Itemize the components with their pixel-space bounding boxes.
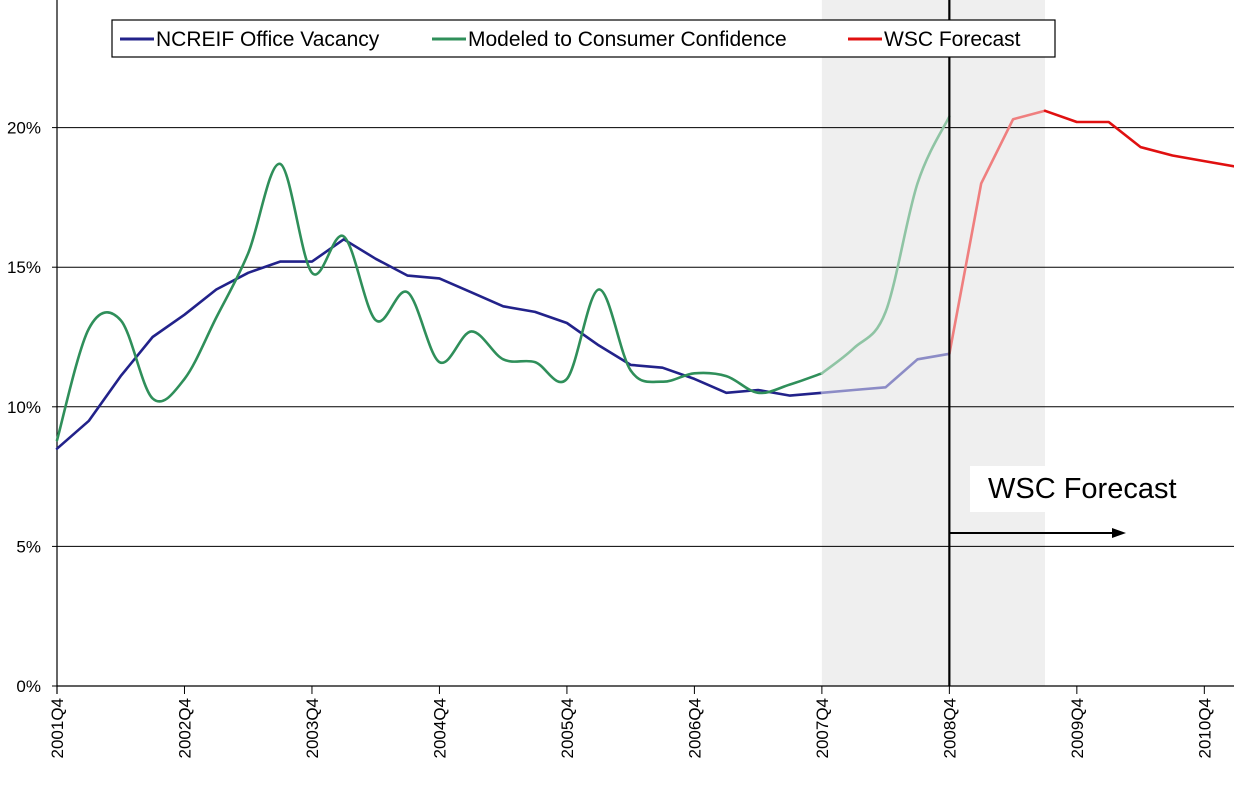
- annotation-box: [970, 466, 1210, 512]
- gridline-layer: [57, 127, 1234, 547]
- x-tick-label: 2010Q4: [1195, 698, 1214, 759]
- x-tick-label: 2008Q4: [940, 698, 959, 759]
- series-line-ncreif-office-vacancy: [55, 238, 824, 450]
- series-line-modeled-to-consumer-confidence-recent: [820, 115, 951, 375]
- shaded-region: [821, 0, 1045, 686]
- x-tick-label: 2005Q4: [558, 698, 577, 759]
- x-tick-label: 2001Q4: [48, 698, 67, 759]
- x-tick-label: 2003Q4: [303, 698, 322, 759]
- y-tick-label: 0%: [16, 677, 41, 696]
- y-tick-label: 10%: [7, 398, 41, 417]
- x-tick-label: 2002Q4: [175, 698, 194, 759]
- legend-label: WSC Forecast: [884, 28, 1021, 51]
- series-layer: [55, 109, 1234, 450]
- annotation-text: WSC Forecast: [988, 473, 1177, 505]
- series-line-modeled-to-consumer-confidence: [55, 162, 824, 442]
- arrow-right-icon: [1112, 528, 1126, 538]
- legend-label: NCREIF Office Vacancy: [156, 28, 380, 51]
- legend: NCREIF Office Vacancy Modeled to Consumer…: [111, 19, 1056, 58]
- x-tick-label: 2009Q4: [1068, 698, 1087, 759]
- legend-label: Modeled to Consumer Confidence: [468, 28, 787, 51]
- legend-box: [111, 19, 1056, 58]
- x-tick-label: 2004Q4: [430, 698, 449, 759]
- series-line-wsc-forecast-shaded: [948, 109, 1047, 356]
- y-tick-label: 15%: [7, 258, 41, 277]
- series-line-wsc-forecast: [1043, 109, 1234, 168]
- x-tick-label: 2006Q4: [685, 698, 704, 759]
- series-line-ncreif-office-vacancy-recent: [820, 352, 951, 395]
- y-tick-label: 5%: [16, 537, 41, 556]
- shaded-region-layer: [821, 0, 1045, 686]
- forecast-annotation: WSC Forecast: [949, 466, 1210, 538]
- y-tick-label: 20%: [7, 119, 41, 138]
- axis-layer: 0% 5% 10% 15% 20% 2001Q4 2002Q4 2003Q4 2004Q4 200…: [7, 0, 1234, 759]
- x-tick-label: 2007Q4: [813, 698, 832, 759]
